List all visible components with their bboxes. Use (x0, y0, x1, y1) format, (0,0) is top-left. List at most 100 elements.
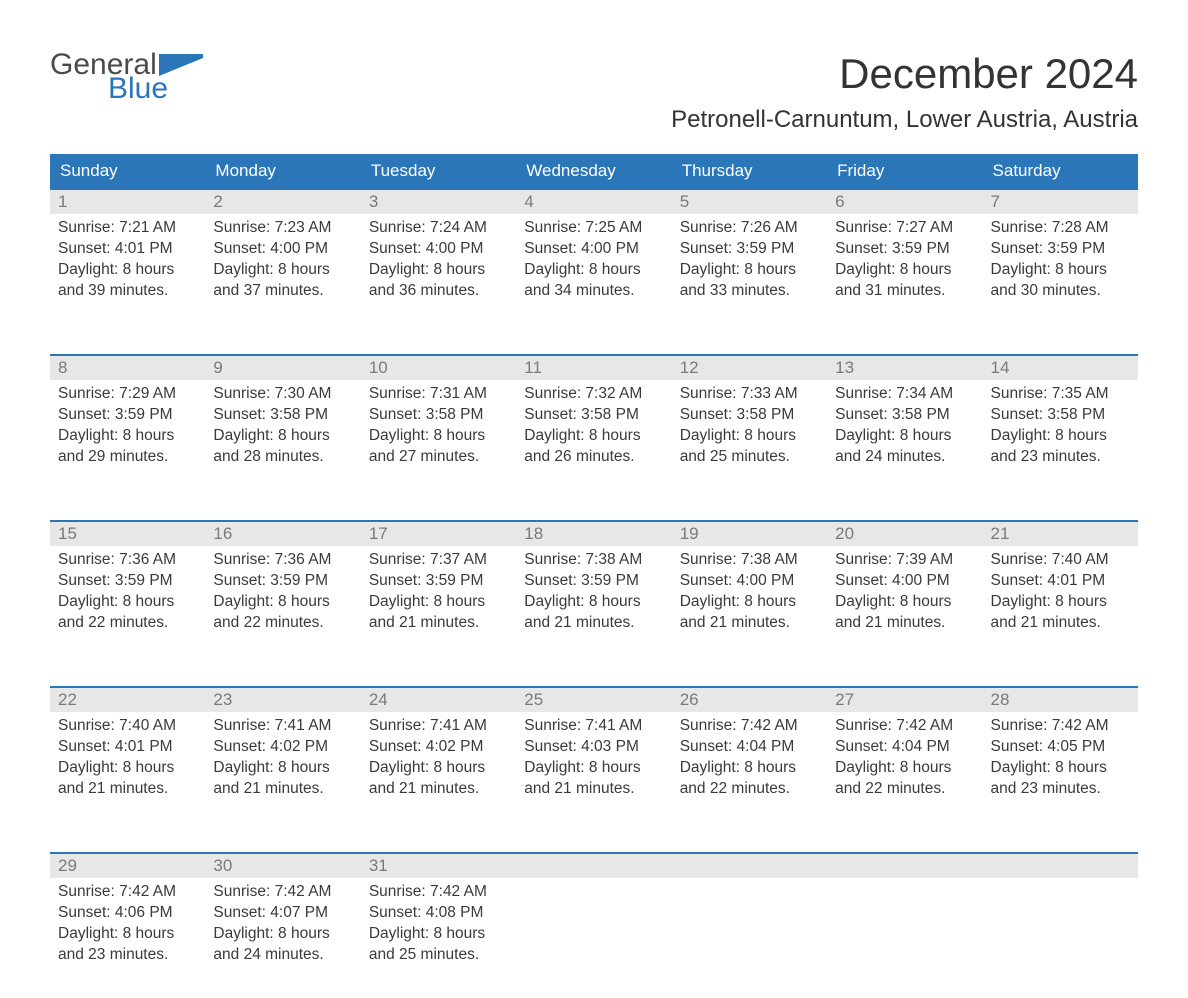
day-sunrise: Sunrise: 7:39 AM (827, 546, 982, 571)
day-day2: and 33 minutes. (672, 281, 827, 302)
date-number: 23 (205, 688, 360, 712)
day-day1: Daylight: 8 hours (50, 924, 205, 945)
day-day1: Daylight: 8 hours (983, 260, 1138, 281)
empty-cell (516, 878, 671, 998)
day-header: Monday (205, 154, 360, 188)
day-sunrise: Sunrise: 7:27 AM (827, 214, 982, 239)
day-sunset: Sunset: 4:04 PM (672, 737, 827, 758)
day-cell: Sunrise: 7:31 AMSunset: 3:58 PMDaylight:… (361, 380, 516, 500)
day-day1: Daylight: 8 hours (361, 758, 516, 779)
date-number: 8 (50, 356, 205, 380)
day-sunset: Sunset: 3:59 PM (672, 239, 827, 260)
day-sunset: Sunset: 3:59 PM (983, 239, 1138, 260)
day-day1: Daylight: 8 hours (50, 260, 205, 281)
day-cell: Sunrise: 7:24 AMSunset: 4:00 PMDaylight:… (361, 214, 516, 334)
day-sunset: Sunset: 3:59 PM (516, 571, 671, 592)
date-number: 29 (50, 854, 205, 878)
day-day1: Daylight: 8 hours (672, 260, 827, 281)
day-day1: Daylight: 8 hours (672, 592, 827, 613)
date-number: 13 (827, 356, 982, 380)
day-sunrise: Sunrise: 7:36 AM (205, 546, 360, 571)
day-sunrise: Sunrise: 7:34 AM (827, 380, 982, 405)
day-day2: and 34 minutes. (516, 281, 671, 302)
day-cell: Sunrise: 7:39 AMSunset: 4:00 PMDaylight:… (827, 546, 982, 666)
day-sunrise: Sunrise: 7:42 AM (205, 878, 360, 903)
day-day2: and 21 minutes. (361, 779, 516, 800)
week-content-row: Sunrise: 7:36 AMSunset: 3:59 PMDaylight:… (50, 546, 1138, 666)
date-number: 31 (361, 854, 516, 878)
date-number: 16 (205, 522, 360, 546)
logo: General Blue (50, 50, 203, 104)
day-cell: Sunrise: 7:33 AMSunset: 3:58 PMDaylight:… (672, 380, 827, 500)
week-row: 293031Sunrise: 7:42 AMSunset: 4:06 PMDay… (50, 852, 1138, 998)
day-cell: Sunrise: 7:38 AMSunset: 4:00 PMDaylight:… (672, 546, 827, 666)
day-sunrise: Sunrise: 7:31 AM (361, 380, 516, 405)
day-day1: Daylight: 8 hours (827, 260, 982, 281)
day-sunset: Sunset: 4:04 PM (827, 737, 982, 758)
day-day2: and 25 minutes. (672, 447, 827, 468)
day-sunset: Sunset: 4:05 PM (983, 737, 1138, 758)
date-number: 1 (50, 190, 205, 214)
day-day1: Daylight: 8 hours (983, 426, 1138, 447)
day-day1: Daylight: 8 hours (672, 426, 827, 447)
day-cell: Sunrise: 7:34 AMSunset: 3:58 PMDaylight:… (827, 380, 982, 500)
day-sunrise: Sunrise: 7:42 AM (361, 878, 516, 903)
day-day1: Daylight: 8 hours (50, 592, 205, 613)
day-sunset: Sunset: 3:59 PM (50, 405, 205, 426)
date-number: 6 (827, 190, 982, 214)
day-day2: and 26 minutes. (516, 447, 671, 468)
day-cell: Sunrise: 7:21 AMSunset: 4:01 PMDaylight:… (50, 214, 205, 334)
week-content-row: Sunrise: 7:21 AMSunset: 4:01 PMDaylight:… (50, 214, 1138, 334)
date-number: 2 (205, 190, 360, 214)
date-number-row: 15161718192021 (50, 522, 1138, 546)
day-sunset: Sunset: 4:08 PM (361, 903, 516, 924)
date-number: 3 (361, 190, 516, 214)
day-sunset: Sunset: 3:58 PM (516, 405, 671, 426)
day-sunrise: Sunrise: 7:41 AM (205, 712, 360, 737)
day-day1: Daylight: 8 hours (983, 758, 1138, 779)
day-day1: Daylight: 8 hours (205, 758, 360, 779)
day-day2: and 27 minutes. (361, 447, 516, 468)
day-cell: Sunrise: 7:41 AMSunset: 4:03 PMDaylight:… (516, 712, 671, 832)
day-sunset: Sunset: 4:07 PM (205, 903, 360, 924)
week-row: 891011121314Sunrise: 7:29 AMSunset: 3:59… (50, 354, 1138, 500)
day-day1: Daylight: 8 hours (361, 426, 516, 447)
day-sunrise: Sunrise: 7:30 AM (205, 380, 360, 405)
day-sunset: Sunset: 4:00 PM (827, 571, 982, 592)
day-sunrise: Sunrise: 7:35 AM (983, 380, 1138, 405)
date-number: 7 (983, 190, 1138, 214)
day-sunset: Sunset: 3:58 PM (827, 405, 982, 426)
day-sunrise: Sunrise: 7:42 AM (983, 712, 1138, 737)
date-number: 14 (983, 356, 1138, 380)
date-number: 17 (361, 522, 516, 546)
day-sunset: Sunset: 3:59 PM (827, 239, 982, 260)
day-day2: and 24 minutes. (205, 945, 360, 966)
day-day2: and 23 minutes. (983, 779, 1138, 800)
day-cell: Sunrise: 7:35 AMSunset: 3:58 PMDaylight:… (983, 380, 1138, 500)
day-sunset: Sunset: 3:59 PM (205, 571, 360, 592)
day-cell: Sunrise: 7:41 AMSunset: 4:02 PMDaylight:… (361, 712, 516, 832)
date-number (672, 854, 827, 878)
day-header: Tuesday (361, 154, 516, 188)
day-sunrise: Sunrise: 7:38 AM (672, 546, 827, 571)
day-cell: Sunrise: 7:25 AMSunset: 4:00 PMDaylight:… (516, 214, 671, 334)
day-day1: Daylight: 8 hours (983, 592, 1138, 613)
day-sunrise: Sunrise: 7:28 AM (983, 214, 1138, 239)
day-sunset: Sunset: 4:00 PM (361, 239, 516, 260)
day-day1: Daylight: 8 hours (827, 426, 982, 447)
day-sunrise: Sunrise: 7:41 AM (516, 712, 671, 737)
empty-cell (672, 878, 827, 998)
day-header: Wednesday (516, 154, 671, 188)
date-number: 24 (361, 688, 516, 712)
day-cell: Sunrise: 7:38 AMSunset: 3:59 PMDaylight:… (516, 546, 671, 666)
day-sunrise: Sunrise: 7:37 AM (361, 546, 516, 571)
day-day1: Daylight: 8 hours (827, 592, 982, 613)
day-sunrise: Sunrise: 7:24 AM (361, 214, 516, 239)
day-day1: Daylight: 8 hours (205, 260, 360, 281)
day-header: Saturday (983, 154, 1138, 188)
day-day2: and 39 minutes. (50, 281, 205, 302)
day-sunrise: Sunrise: 7:38 AM (516, 546, 671, 571)
day-header-row: SundayMondayTuesdayWednesdayThursdayFrid… (50, 154, 1138, 188)
day-header: Thursday (672, 154, 827, 188)
day-sunrise: Sunrise: 7:42 AM (827, 712, 982, 737)
